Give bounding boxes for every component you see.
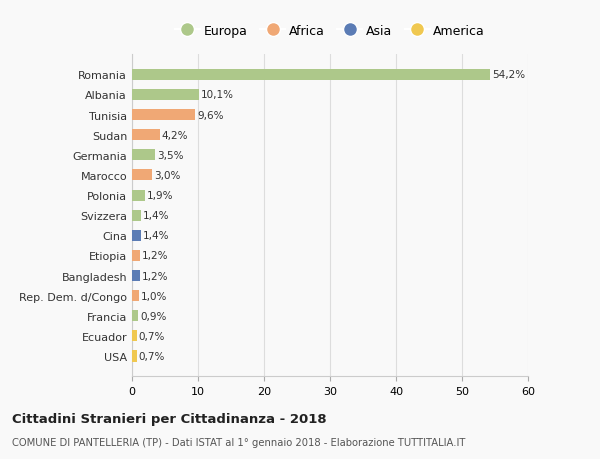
Bar — [132, 210, 141, 221]
Text: 1,2%: 1,2% — [142, 251, 169, 261]
Legend: Europa, Africa, Asia, America: Europa, Africa, Asia, America — [170, 20, 490, 43]
Text: Cittadini Stranieri per Cittadinanza - 2018: Cittadini Stranieri per Cittadinanza - 2… — [12, 412, 326, 425]
Bar — [132, 270, 140, 281]
Text: 4,2%: 4,2% — [162, 130, 188, 140]
Bar — [132, 150, 155, 161]
Text: 0,7%: 0,7% — [139, 331, 165, 341]
Bar — [132, 90, 199, 101]
Bar — [132, 250, 140, 262]
Text: 0,9%: 0,9% — [140, 311, 166, 321]
Bar — [132, 110, 196, 121]
Text: 3,0%: 3,0% — [154, 171, 180, 180]
Text: 1,9%: 1,9% — [146, 190, 173, 201]
Text: 3,5%: 3,5% — [157, 151, 184, 161]
Bar — [132, 130, 160, 141]
Text: COMUNE DI PANTELLERIA (TP) - Dati ISTAT al 1° gennaio 2018 - Elaborazione TUTTIT: COMUNE DI PANTELLERIA (TP) - Dati ISTAT … — [12, 437, 466, 447]
Bar — [132, 190, 145, 201]
Text: 9,6%: 9,6% — [197, 110, 224, 120]
Bar — [132, 230, 141, 241]
Text: 0,7%: 0,7% — [139, 351, 165, 361]
Bar — [132, 330, 137, 341]
Text: 1,2%: 1,2% — [142, 271, 169, 281]
Bar — [132, 291, 139, 302]
Text: 1,4%: 1,4% — [143, 231, 170, 241]
Text: 1,0%: 1,0% — [140, 291, 167, 301]
Text: 54,2%: 54,2% — [492, 70, 525, 80]
Text: 10,1%: 10,1% — [200, 90, 233, 100]
Bar — [132, 351, 137, 362]
Bar — [132, 311, 138, 322]
Bar — [132, 170, 152, 181]
Text: 1,4%: 1,4% — [143, 211, 170, 221]
Bar — [132, 70, 490, 81]
